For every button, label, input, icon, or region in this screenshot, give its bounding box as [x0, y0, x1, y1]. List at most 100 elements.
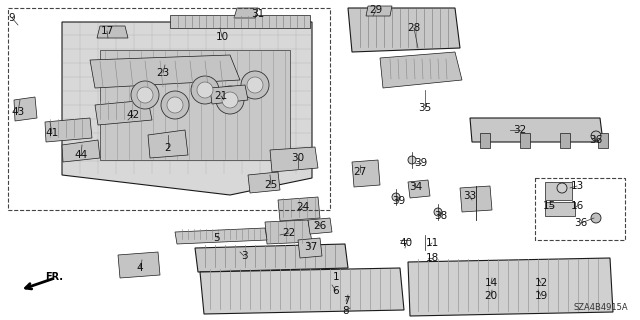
Circle shape	[222, 92, 238, 108]
Circle shape	[241, 71, 269, 99]
Polygon shape	[298, 238, 322, 258]
Polygon shape	[348, 8, 460, 52]
Text: 40: 40	[399, 238, 413, 248]
Polygon shape	[14, 97, 37, 121]
Text: 18: 18	[426, 253, 438, 263]
Text: 27: 27	[353, 167, 367, 177]
Polygon shape	[148, 130, 188, 158]
Circle shape	[557, 183, 567, 193]
Polygon shape	[195, 244, 348, 272]
Polygon shape	[248, 172, 280, 193]
Text: 21: 21	[214, 91, 228, 101]
Polygon shape	[62, 22, 312, 195]
Polygon shape	[278, 197, 320, 221]
Polygon shape	[95, 100, 152, 125]
Polygon shape	[408, 258, 613, 316]
Text: 19: 19	[534, 291, 548, 301]
Text: 37: 37	[305, 242, 317, 252]
Text: 23: 23	[156, 68, 170, 78]
Polygon shape	[234, 8, 258, 18]
Circle shape	[131, 81, 159, 109]
Polygon shape	[175, 228, 267, 244]
Circle shape	[247, 77, 263, 93]
Polygon shape	[380, 52, 462, 88]
Polygon shape	[270, 147, 318, 172]
Text: 1: 1	[333, 272, 339, 282]
Polygon shape	[170, 15, 310, 28]
Polygon shape	[352, 160, 380, 187]
Text: 35: 35	[419, 103, 431, 113]
Text: 43: 43	[12, 107, 24, 117]
Text: 39: 39	[414, 158, 428, 168]
Text: 6: 6	[333, 286, 339, 296]
Polygon shape	[62, 140, 100, 162]
Circle shape	[434, 208, 442, 216]
Text: 11: 11	[426, 238, 438, 248]
Polygon shape	[520, 133, 530, 148]
Text: 8: 8	[342, 306, 349, 316]
Text: 34: 34	[410, 182, 422, 192]
Polygon shape	[366, 6, 392, 16]
Circle shape	[191, 76, 219, 104]
Text: 3: 3	[241, 251, 247, 261]
Text: FR.: FR.	[45, 272, 63, 282]
Text: 44: 44	[74, 150, 88, 160]
Text: 41: 41	[45, 128, 59, 138]
Circle shape	[591, 213, 601, 223]
Text: 33: 33	[463, 191, 477, 201]
Text: 42: 42	[126, 110, 140, 120]
Polygon shape	[560, 133, 570, 148]
Circle shape	[591, 131, 601, 141]
Text: 10: 10	[216, 32, 228, 42]
Polygon shape	[45, 118, 92, 142]
Text: 39: 39	[392, 196, 406, 206]
Text: 38: 38	[435, 211, 447, 221]
Polygon shape	[200, 268, 404, 314]
Polygon shape	[100, 50, 290, 160]
Text: 9: 9	[9, 13, 15, 23]
Text: SZA4B4915A: SZA4B4915A	[573, 303, 628, 312]
Polygon shape	[90, 55, 240, 88]
Text: 31: 31	[252, 9, 264, 19]
Text: 24: 24	[296, 202, 310, 212]
Circle shape	[216, 86, 244, 114]
Circle shape	[392, 193, 400, 201]
Text: 4: 4	[137, 263, 143, 273]
Polygon shape	[480, 133, 490, 148]
Text: 36: 36	[589, 135, 603, 145]
Polygon shape	[460, 186, 492, 212]
Text: 30: 30	[291, 153, 305, 163]
Polygon shape	[545, 182, 572, 200]
Polygon shape	[470, 118, 603, 142]
Text: 5: 5	[214, 233, 220, 243]
Polygon shape	[308, 218, 332, 234]
Text: 25: 25	[264, 180, 278, 190]
Polygon shape	[97, 26, 128, 38]
Circle shape	[161, 91, 189, 119]
Polygon shape	[210, 85, 248, 104]
Text: 14: 14	[484, 278, 498, 288]
Text: 12: 12	[534, 278, 548, 288]
Circle shape	[137, 87, 153, 103]
Text: 15: 15	[542, 201, 556, 211]
Polygon shape	[545, 202, 575, 216]
Circle shape	[197, 82, 213, 98]
Polygon shape	[265, 220, 312, 244]
Text: 32: 32	[513, 125, 527, 135]
Text: 13: 13	[570, 181, 584, 191]
Text: 7: 7	[342, 296, 349, 306]
Polygon shape	[408, 180, 430, 198]
Text: 22: 22	[282, 228, 296, 238]
Text: 36: 36	[574, 218, 588, 228]
Text: 20: 20	[484, 291, 497, 301]
Polygon shape	[118, 252, 160, 278]
Text: 29: 29	[369, 5, 383, 15]
Circle shape	[408, 156, 416, 164]
Text: 2: 2	[164, 143, 172, 153]
Text: 17: 17	[100, 26, 114, 36]
Text: 28: 28	[408, 23, 420, 33]
Text: 16: 16	[570, 201, 584, 211]
Polygon shape	[598, 133, 608, 148]
Text: 26: 26	[314, 221, 326, 231]
Circle shape	[167, 97, 183, 113]
